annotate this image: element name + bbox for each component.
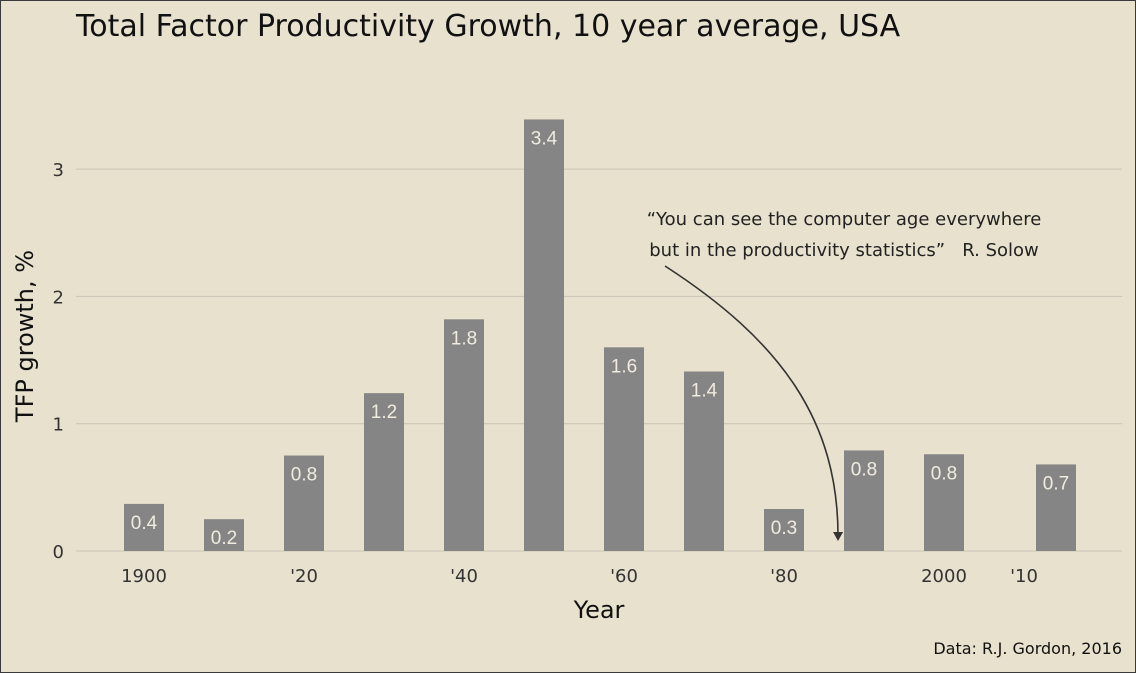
bar-2000 — [924, 454, 964, 551]
bar-1990 — [844, 450, 884, 551]
bar-value-label: 1.2 — [371, 402, 397, 423]
bar-value-label: 0.4 — [131, 513, 158, 534]
bar-2014 — [1036, 464, 1076, 551]
bar-value-label: 3.4 — [531, 128, 558, 149]
bar-1900 — [124, 503, 164, 551]
bar-value-label: 0.7 — [1043, 473, 1069, 494]
bar-value-label: 1.6 — [611, 356, 637, 377]
bar-value-label: 0.3 — [771, 518, 797, 539]
x-tick-label: '10 — [1010, 566, 1038, 587]
bar-1930 — [364, 393, 404, 551]
bar-labels: 0.4 0.2 0.8 1.2 1.8 3.4 1.6 1.4 0.3 0.8 0.8 0.7 — [131, 128, 1069, 549]
bar-value-label: 1.4 — [691, 381, 718, 402]
chart-title: Total Factor Productivity Growth, 10 yea… — [75, 9, 901, 44]
bar-value-label: 0.8 — [291, 465, 317, 486]
bar-1940 — [444, 319, 484, 551]
bar-1910 — [204, 519, 244, 551]
bar-1980 — [764, 508, 804, 551]
bar-value-label: 1.8 — [451, 328, 477, 349]
y-tick-label: 2 — [53, 287, 64, 308]
data-source-note: Data: R.J. Gordon, 2016 — [933, 639, 1122, 658]
x-tick-label: '40 — [450, 566, 478, 587]
bar-1920 — [284, 455, 324, 551]
y-tick-label: 3 — [53, 160, 64, 181]
bar-value-label: 0.8 — [931, 463, 957, 484]
y-tick-label: 1 — [53, 415, 64, 436]
y-tick-label: 0 — [53, 542, 64, 563]
solow-quote-line-1: “You can see the computer age everywhere — [647, 209, 1042, 230]
y-axis-ticks: 0 1 2 3 — [53, 160, 64, 563]
bar-1960 — [604, 347, 644, 551]
annotation-arrow — [664, 265, 844, 541]
bars — [124, 119, 1076, 551]
y-axis-title: TFP growth, % — [11, 250, 39, 423]
x-tick-label: '60 — [610, 566, 638, 587]
x-tick-label: 2000 — [921, 566, 967, 587]
x-tick-label: '80 — [770, 566, 798, 587]
bar-1950 — [524, 119, 564, 551]
bar-1970 — [684, 371, 724, 551]
bar-value-label: 0.2 — [211, 528, 237, 549]
x-axis-ticks: 1900 '20 '40 '60 '80 2000 '10 — [121, 566, 1038, 587]
solow-quote-line-2: but in the productivity statistics” R. S… — [649, 240, 1039, 261]
x-tick-label: '20 — [290, 566, 318, 587]
x-tick-label: 1900 — [121, 566, 167, 587]
bar-value-label: 0.8 — [851, 459, 877, 480]
x-axis-title: Year — [573, 596, 625, 624]
